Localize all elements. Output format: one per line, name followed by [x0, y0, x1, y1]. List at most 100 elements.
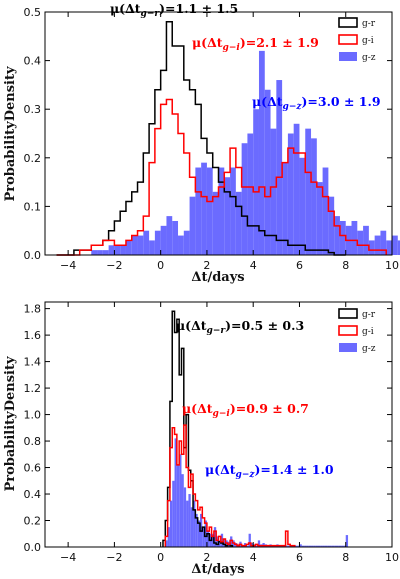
- top-axis-ticks: −4 −2 0 2 4 6 8 10 0.0 0.1 0.2 0.3 0.4 0.5: [24, 6, 400, 272]
- gz-bar: [174, 438, 177, 547]
- gz-bar: [212, 191, 219, 255]
- x-tick-label: 2: [203, 259, 210, 272]
- legend-swatch-gi: [338, 34, 358, 45]
- gz-bar: [328, 196, 335, 255]
- gz-bar: [339, 220, 346, 255]
- gz-bar: [216, 536, 219, 547]
- gz-bar: [317, 545, 321, 547]
- gz-bar: [306, 545, 309, 547]
- gz-bar: [206, 167, 213, 255]
- gz-bar: [195, 167, 202, 255]
- gz-bar: [324, 545, 328, 547]
- gz-bar: [218, 540, 221, 547]
- gz-bar: [322, 167, 329, 255]
- top-y-axis-label: ProbabilityDensity: [3, 66, 18, 202]
- y-tick-label: 1.0: [24, 409, 42, 422]
- gz-bar: [305, 128, 312, 255]
- gz-bar: [320, 545, 323, 547]
- bottom-axis-ticks: −4 −2 0 2 4 6 8 10 0.0 0.2 0.4 0.6 0.8 1.0 1.2 1.4 1.6 1.…: [24, 302, 399, 564]
- top-annotation-gz: μ(Δtg−z)=3.0 ± 1.9: [252, 94, 381, 112]
- gz-bar: [334, 545, 337, 547]
- bottom-gr-step-line: [162, 310, 234, 547]
- gz-bar: [336, 545, 339, 547]
- gz-bar: [213, 527, 217, 547]
- x-tick-label: 8: [342, 551, 349, 564]
- y-tick-label: 1.6: [24, 329, 42, 342]
- gz-bar: [316, 182, 323, 255]
- gz-bar: [195, 513, 198, 547]
- top-x-axis-label: Δt/days: [191, 270, 244, 285]
- y-tick-label: 0.1: [24, 200, 42, 213]
- legend-swatch-gr: [338, 17, 358, 28]
- gz-bar: [224, 177, 231, 255]
- top-gi-step-line: [56, 98, 387, 256]
- gz-bar: [143, 230, 150, 255]
- legend-label-gz: g-z: [362, 344, 376, 354]
- legend-label-gr: g-r: [362, 310, 376, 320]
- gz-bar: [264, 89, 271, 255]
- gz-bar: [176, 464, 180, 547]
- gz-bar: [204, 520, 207, 547]
- gz-bar: [179, 454, 182, 547]
- gz-bar: [258, 50, 265, 255]
- bottom-y-axis-label: ProbabilityDensity: [3, 356, 18, 492]
- gz-bar: [178, 235, 184, 255]
- legend-swatch-gr: [338, 308, 358, 319]
- gz-bar: [172, 480, 175, 547]
- x-tick-label: 4: [250, 551, 257, 564]
- x-tick-label: 10: [385, 551, 399, 564]
- legend-swatch-gi: [338, 325, 358, 336]
- gz-bar: [287, 545, 291, 547]
- gz-bar: [397, 240, 400, 255]
- top-plot-frame: [44, 11, 393, 256]
- legend-swatch-gz: [339, 52, 357, 61]
- top-annotation-gr: μ(Δtg−r)=1.1 ± 1.5: [110, 1, 238, 19]
- y-tick-label: 0.6: [24, 462, 42, 475]
- gz-bar: [287, 133, 294, 255]
- y-tick-label: 0.2: [24, 515, 42, 528]
- gz-bar: [188, 494, 191, 547]
- gz-bar: [374, 235, 381, 255]
- gz-bar: [230, 536, 233, 547]
- gz-bar: [301, 545, 305, 547]
- x-tick-label: −2: [106, 551, 122, 564]
- x-tick-label: −4: [60, 259, 76, 272]
- x-tick-label: 2: [203, 551, 210, 564]
- gz-bar: [211, 533, 214, 547]
- bottom-gi-step-line: [164, 424, 296, 547]
- x-tick-label: 10: [385, 259, 399, 272]
- gz-bar: [190, 507, 194, 547]
- gz-bar: [247, 133, 254, 255]
- y-tick-label: 0.0: [24, 249, 42, 262]
- gz-bar: [327, 545, 330, 547]
- gz-bar: [294, 545, 298, 547]
- x-tick-label: 6: [296, 551, 303, 564]
- gz-bar: [165, 540, 168, 547]
- gz-bar: [218, 167, 225, 255]
- gz-bar: [235, 191, 242, 255]
- gz-bar: [304, 545, 307, 547]
- y-tick-label: 0.5: [24, 6, 42, 19]
- legend-swatch-gz: [339, 343, 357, 352]
- gz-bar: [172, 220, 179, 255]
- y-tick-label: 0.0: [24, 541, 42, 554]
- bottom-histogram-panel: −4 −2 0 2 4 6 8 10 0.0 0.2 0.4 0.6 0.8 1.0 1.2 1.4 1.6 1.…: [3, 301, 399, 577]
- gz-bar: [102, 250, 109, 255]
- gz-bar: [108, 245, 115, 255]
- gz-bar: [386, 240, 392, 255]
- gz-bar: [285, 545, 288, 547]
- gz-bar: [160, 225, 167, 255]
- x-tick-label: −2: [106, 259, 122, 272]
- gz-bar: [230, 167, 236, 255]
- gz-bar: [299, 157, 306, 255]
- gz-bar: [308, 545, 312, 547]
- gz-bar: [220, 533, 224, 547]
- legend-label-gz: g-z: [362, 53, 376, 63]
- gz-bar: [351, 220, 358, 255]
- gz-bar: [276, 80, 283, 255]
- x-tick-label: 0: [157, 259, 164, 272]
- gz-bar: [299, 544, 302, 547]
- y-tick-label: 0.3: [24, 103, 42, 116]
- gz-bar: [331, 545, 335, 547]
